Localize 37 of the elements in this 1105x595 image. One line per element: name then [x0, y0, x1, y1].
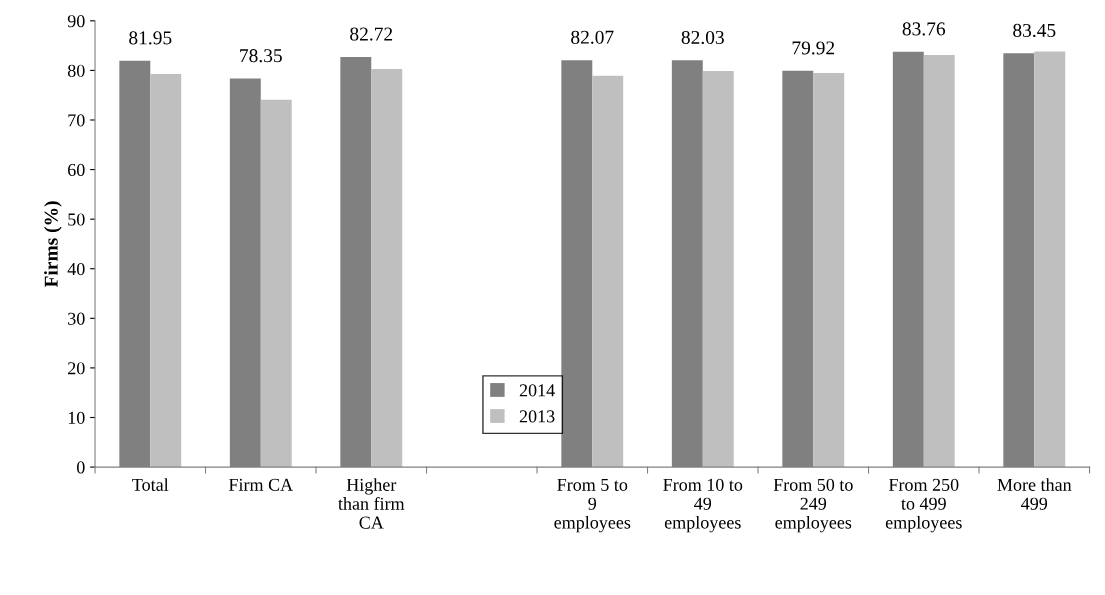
data-label: 79.92: [792, 41, 835, 55]
y-tick-label: 10: [68, 411, 85, 424]
bar: [260, 99, 292, 468]
y-tick-label: 70: [68, 114, 85, 127]
y-tick-label: 40: [67, 263, 85, 276]
legend-label: 2013: [519, 410, 555, 423]
y-tick-label: 0: [76, 461, 85, 474]
y-tick-label: 20: [68, 362, 85, 375]
y-tick-label: 60: [68, 163, 85, 177]
x-tick-label: From 250 to 499 employees: [885, 478, 962, 533]
y-tick-label: 50: [68, 213, 85, 226]
data-label: 83.45: [1013, 23, 1056, 38]
x-tick-label: Total: [132, 478, 169, 491]
x-tick-label: From 5 to 9 employees: [554, 478, 631, 533]
x-tick-label: Firm CA: [228, 478, 293, 491]
bar: [923, 55, 955, 468]
data-label: 83.76: [902, 22, 946, 36]
bar: [1034, 51, 1066, 468]
data-label: 82.03: [681, 30, 724, 45]
x-tick-label: From 50 to 249 employees: [773, 478, 853, 533]
data-label: 82.07: [571, 30, 614, 44]
bar: [592, 75, 624, 468]
y-tick-label: 90: [67, 15, 85, 28]
legend-label: 2014: [519, 384, 555, 397]
x-tick-label: From 10 to 49 employees: [663, 478, 743, 533]
y-tick-label: 80: [67, 64, 85, 77]
bar: [813, 72, 845, 468]
y-axis-title: Firms (%): [44, 201, 62, 288]
data-label: 78.35: [240, 49, 282, 63]
x-tick-label: More than 499: [997, 478, 1072, 510]
data-label: 82.72: [350, 27, 393, 41]
y-tick-label: 30: [68, 312, 85, 325]
x-tick-label: Higher than firm CA: [338, 478, 405, 529]
data-label: 81.95: [129, 31, 172, 45]
bar: [371, 68, 403, 468]
bar: [150, 73, 182, 468]
bar: [702, 70, 734, 468]
